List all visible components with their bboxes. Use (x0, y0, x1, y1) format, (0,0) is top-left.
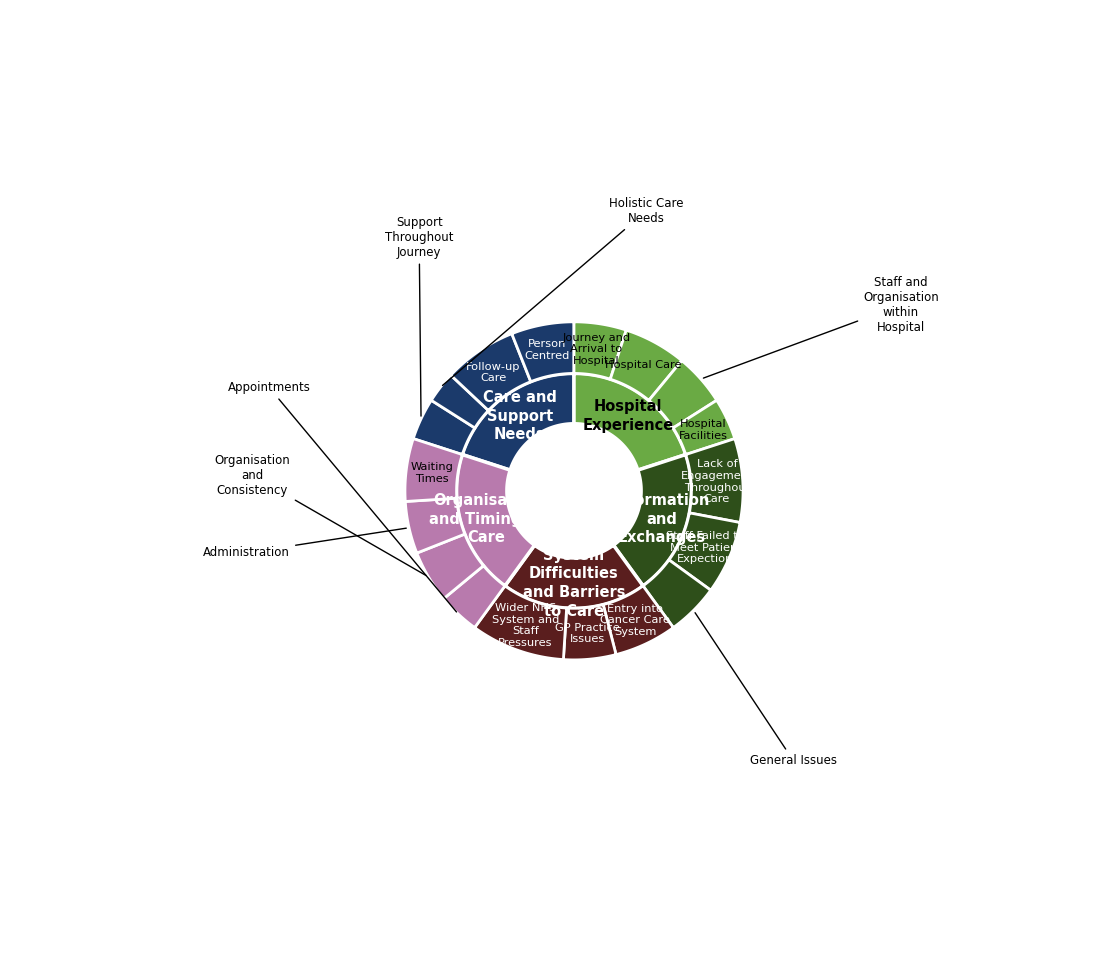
Text: System
Difficulties
and Barriers
to Care: System Difficulties and Barriers to Care (523, 548, 625, 618)
Text: Care and
Support
Needs: Care and Support Needs (483, 390, 557, 442)
Text: Hospital Care: Hospital Care (605, 361, 681, 370)
Text: Follow-up
Care: Follow-up Care (466, 362, 521, 383)
Circle shape (507, 424, 641, 558)
Text: Support
Throughout
Journey: Support Throughout Journey (385, 216, 454, 416)
Polygon shape (573, 373, 685, 470)
Text: Entry into
Cancer Care
System: Entry into Cancer Care System (600, 604, 670, 637)
Polygon shape (405, 438, 463, 502)
Text: Journey and
Arrival to
Hospital: Journey and Arrival to Hospital (562, 332, 631, 366)
Polygon shape (417, 534, 484, 599)
Polygon shape (457, 455, 534, 586)
Polygon shape (563, 605, 616, 660)
Text: Staff and
Organisation
within
Hospital: Staff and Organisation within Hospital (703, 276, 939, 378)
Polygon shape (505, 545, 643, 608)
Text: Hospital
Facilities: Hospital Facilities (679, 419, 728, 440)
Text: Organisation
and
Consistency: Organisation and Consistency (214, 454, 426, 575)
Polygon shape (413, 400, 475, 455)
Polygon shape (573, 322, 626, 379)
Text: Holistic Care
Needs: Holistic Care Needs (442, 197, 683, 386)
Text: GP Practice
Issues: GP Practice Issues (556, 623, 619, 644)
Text: Appointments: Appointments (227, 381, 457, 612)
Text: General Issues: General Issues (696, 612, 837, 767)
Polygon shape (685, 438, 743, 523)
Text: Information
and
Exchanges: Information and Exchanges (613, 493, 710, 545)
Polygon shape (512, 322, 573, 382)
Polygon shape (643, 560, 711, 628)
Text: Waiting
Times: Waiting Times (410, 462, 454, 484)
Polygon shape (648, 361, 717, 428)
Polygon shape (614, 455, 691, 586)
Polygon shape (475, 586, 567, 660)
Polygon shape (450, 333, 531, 410)
Text: Administration: Administration (203, 528, 407, 559)
Polygon shape (610, 330, 682, 400)
Text: Wider NHS
System and
Staff
Pressures: Wider NHS System and Staff Pressures (492, 604, 559, 648)
Polygon shape (463, 373, 573, 470)
Polygon shape (669, 513, 740, 590)
Text: Hospital
Experience: Hospital Experience (582, 399, 674, 433)
Text: Staff Failed to
Meet Patient
Expection: Staff Failed to Meet Patient Expection (666, 531, 745, 565)
Polygon shape (431, 375, 488, 428)
Polygon shape (673, 400, 735, 455)
Text: Organisation
and Timing of
Care: Organisation and Timing of Care (429, 493, 543, 545)
Text: Lack of
Engagement
Throughout
Care: Lack of Engagement Throughout Care (681, 460, 754, 504)
Polygon shape (405, 499, 465, 553)
Text: Person
Centred: Person Centred (524, 339, 570, 361)
Polygon shape (604, 586, 673, 654)
Polygon shape (444, 566, 505, 628)
